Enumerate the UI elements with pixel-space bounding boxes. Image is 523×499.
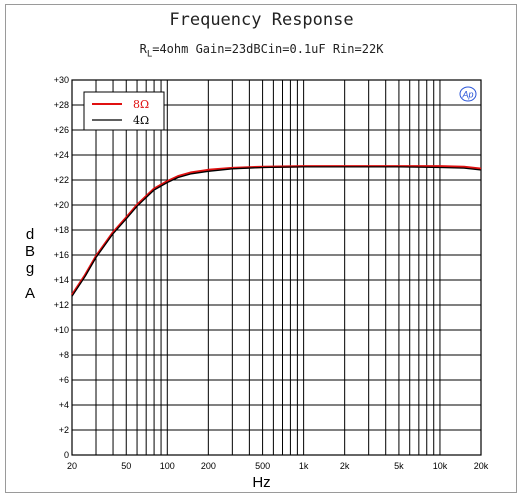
y-tick-label: 0 [64,450,69,460]
subtitle-r: R [139,42,147,56]
plot-border [71,79,482,456]
y-tick-label: +8 [59,350,69,360]
y-tick-label: +18 [54,225,69,235]
y-tick-label: +14 [54,275,69,285]
y-axis-label-letter: g [25,260,35,277]
x-tick-label: 20 [67,461,77,471]
y-tick-label: +6 [59,375,69,385]
y-axis-label-letter: d [25,226,35,243]
x-tick-label: 5k [394,461,404,471]
legend-box [83,91,165,131]
y-tick-label: +10 [54,325,69,335]
x-tick-label: 10k [433,461,448,471]
y-tick-label: +12 [54,300,69,310]
y-axis-label-letter: B [24,243,35,260]
y-tick-label: +20 [54,200,69,210]
plot-area [72,80,481,455]
y-tick-label: +22 [54,175,69,185]
series-line-4ohm [71,166,482,297]
y-tick-label: +4 [59,400,69,410]
subtitle-subscript: L [146,49,153,60]
chart-subtitle: RL=4ohm Gain=23dBCin=0.1uF Rin=22K [0,42,523,59]
x-tick-label: 1k [299,461,309,471]
x-tick-label: 200 [201,461,216,471]
x-tick-label: 100 [160,461,175,471]
chart-title: Frequency Response [169,10,354,30]
x-axis-label: Hz [252,474,271,491]
ap-logo-text: Ap [461,90,473,100]
y-axis-label: d B g A [20,226,40,302]
subtitle-rest: =4ohm Gain=23dBCin=0.1uF Rin=22K [152,42,384,56]
y-tick-label: +2 [59,425,69,435]
x-tick-label: 500 [255,461,270,471]
y-tick-label: +26 [54,125,69,135]
y-tick-label: +28 [54,100,69,110]
x-tick-label: 50 [121,461,131,471]
x-tick-label: 20k [474,461,489,471]
x-tick-label: 2k [340,461,350,471]
ap-logo-icon [459,86,477,102]
legend-label: 8Ω [133,98,149,111]
y-tick-label: +30 [54,75,69,85]
legend-label: 4Ω [133,114,149,127]
y-tick-label: +24 [54,150,69,160]
y-tick-label: +16 [54,250,69,260]
y-axis-label-letter: A [24,285,35,302]
